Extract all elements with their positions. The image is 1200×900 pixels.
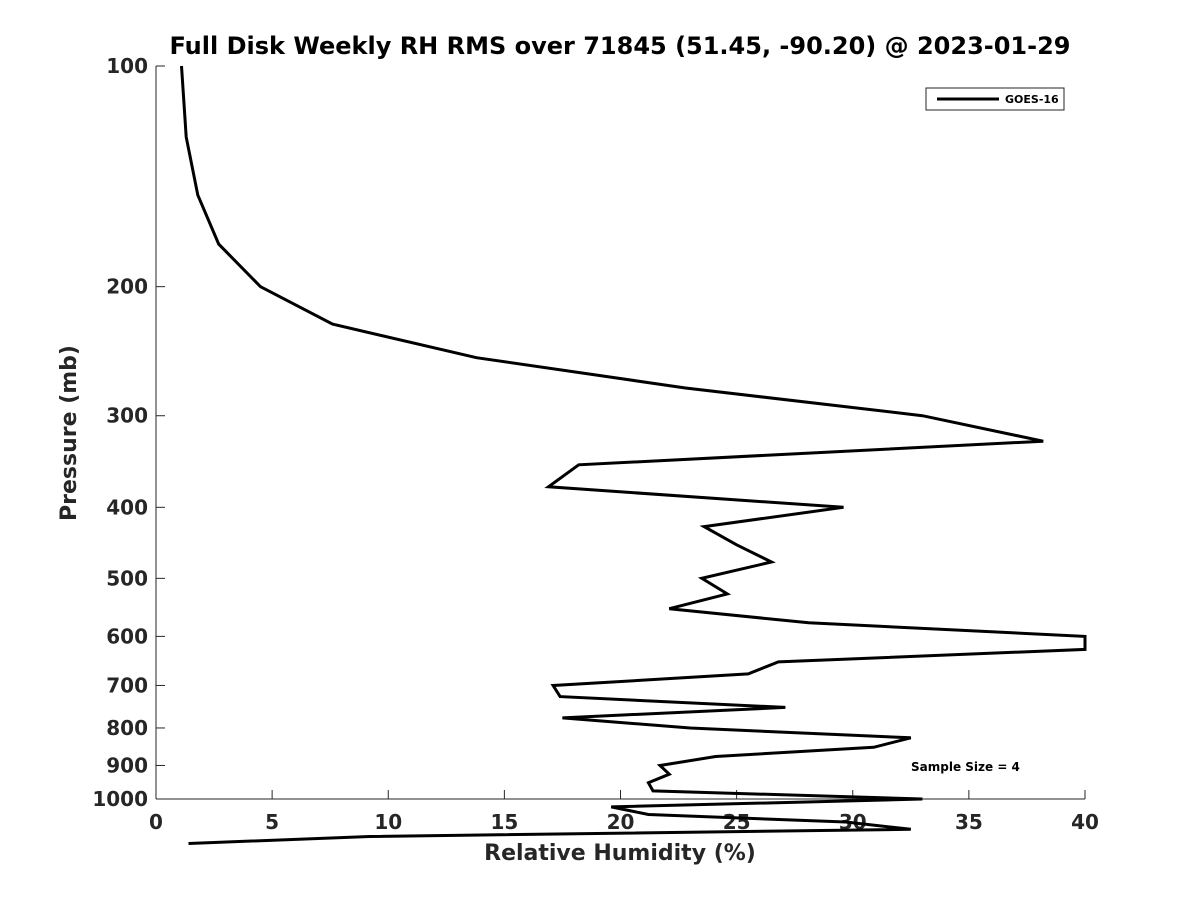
y-tick-label: 700 xyxy=(106,673,148,697)
y-tick-label: 600 xyxy=(106,624,148,648)
y-tick-label: 800 xyxy=(106,716,148,740)
legend-label: GOES-16 xyxy=(1005,93,1059,106)
x-ticks: 0 5 10 15 20 25 30 35 40 xyxy=(149,790,1099,834)
y-tick-label: 200 xyxy=(106,275,148,299)
plot-area xyxy=(156,66,1085,799)
y-tick-label: 500 xyxy=(106,566,148,590)
sample-size-annotation: Sample Size = 4 xyxy=(911,760,1020,774)
series-line-goes-16 xyxy=(180,65,1087,845)
x-tick-label: 0 xyxy=(149,810,163,834)
axes xyxy=(155,66,1085,800)
x-tick-label: 40 xyxy=(1071,810,1099,834)
x-tick-label: 15 xyxy=(490,810,518,834)
y-axis-label: Pressure (mb) xyxy=(57,345,82,521)
y-ticks: 100 200 300 400 500 600 700 800 900 1000 xyxy=(92,54,165,811)
y-tick-label: 400 xyxy=(106,495,148,519)
x-axis-label: Relative Humidity (%) xyxy=(484,841,756,866)
chart-title: Full Disk Weekly RH RMS over 71845 (51.4… xyxy=(169,32,1070,60)
y-tick-label: 1000 xyxy=(92,787,148,811)
y-tick-label: 100 xyxy=(106,54,148,78)
x-tick-label: 35 xyxy=(955,810,983,834)
x-tick-label: 10 xyxy=(374,810,402,834)
y-tick-label: 300 xyxy=(106,404,148,428)
series-group xyxy=(180,65,1087,845)
x-tick-label: 20 xyxy=(607,810,635,834)
legend: GOES-16 xyxy=(925,87,1065,111)
y-tick-label: 900 xyxy=(106,753,148,777)
x-tick-label: 5 xyxy=(265,810,279,834)
